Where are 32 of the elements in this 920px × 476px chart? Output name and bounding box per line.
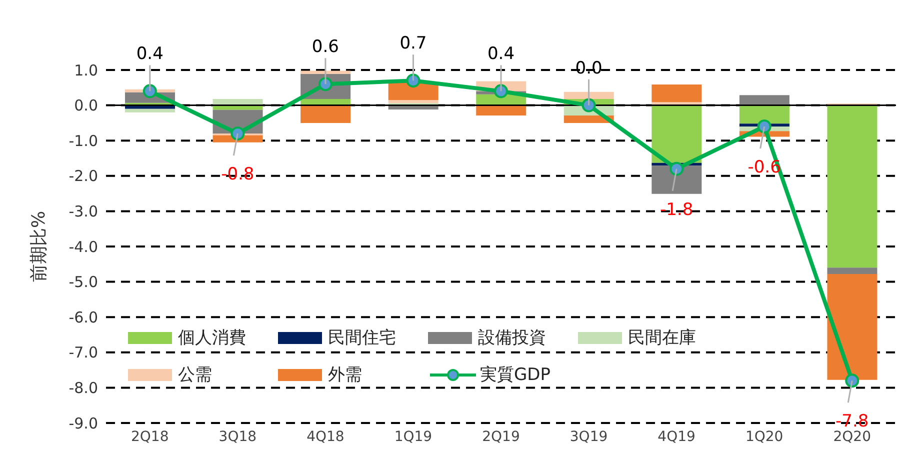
data-label: 0.4 (487, 44, 515, 64)
legend-label: 民間在庫 (628, 327, 696, 349)
y-tick-label: -2.0 (68, 167, 98, 186)
legend-label: 個人消費 (178, 327, 246, 349)
legend-label: 外需 (328, 364, 362, 386)
x-tick-label: 1Q20 (745, 428, 784, 445)
y-tick-label: -3.0 (68, 202, 98, 221)
legend-label: 設備投資 (478, 327, 546, 349)
x-tick-label: 2Q18 (131, 428, 169, 445)
data-label: 0.7 (400, 34, 427, 54)
y-tick-label: -6.0 (68, 308, 98, 326)
x-tick-label: 3Q19 (570, 428, 608, 445)
x-tick-label: 4Q18 (306, 428, 344, 445)
data-label: 0.4 (136, 44, 164, 64)
x-tick-label: 3Q18 (218, 428, 257, 445)
y-tick-label: 1.0 (74, 61, 98, 80)
y-tick-label: 0.0 (74, 96, 98, 115)
data-label: 0.6 (312, 37, 339, 58)
y-tick-label: -8.0 (68, 379, 98, 398)
legend-label: 民間住宅 (328, 327, 396, 349)
x-tick-label: 4Q19 (658, 428, 696, 445)
y-tick-label: -5.0 (68, 273, 98, 292)
y-tick-label: -4.0 (68, 238, 98, 256)
legend-label: 公需 (178, 364, 212, 386)
y-tick-label: -1.0 (68, 132, 98, 150)
x-tick-label: 2Q19 (482, 428, 520, 445)
y-tick-label: -7.0 (68, 344, 98, 362)
y-tick-label: -9.0 (68, 414, 98, 432)
y-axis-title: 前期比% (28, 210, 50, 282)
legend-label: 実質GDP (480, 364, 551, 386)
data-label: -0.8 (221, 164, 254, 185)
x-tick-label: 1Q19 (394, 428, 432, 445)
